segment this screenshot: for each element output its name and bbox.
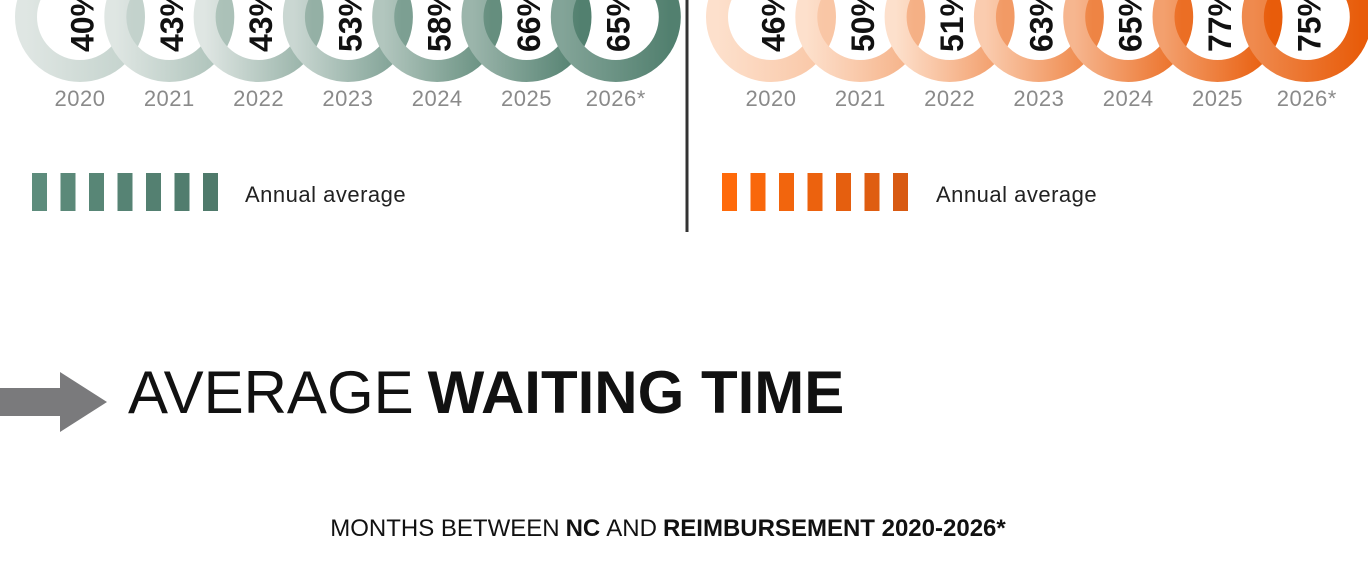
year-label: 2021 <box>144 86 195 111</box>
legend-stripe <box>60 173 76 211</box>
legend-stripe <box>146 173 161 211</box>
year-label: 2020 <box>55 86 106 111</box>
ring-label: 43% <box>154 0 190 52</box>
ring-label: 63% <box>1023 0 1059 52</box>
year-label: 2025 <box>1192 86 1243 111</box>
ring <box>15 0 145 82</box>
ring-label: 66% <box>511 0 547 52</box>
subtitle-part: MONTHS BETWEEN <box>330 515 559 542</box>
ring-label: 53% <box>332 0 368 52</box>
heading: AVERAGE WAITING TIME <box>128 359 844 426</box>
year-label: 2026* <box>586 86 646 111</box>
ring-label: 65% <box>1113 0 1149 52</box>
legend-stripe <box>32 173 47 211</box>
ring-label: 40% <box>64 0 100 52</box>
subtitle-part: NC <box>566 515 601 542</box>
ring <box>973 0 1104 82</box>
year-label: 2022 <box>924 86 975 111</box>
legend-stripe <box>807 173 823 211</box>
ring <box>1152 0 1283 82</box>
legend-stripe <box>750 173 766 211</box>
year-label: 2023 <box>1013 86 1064 111</box>
ring <box>104 0 235 82</box>
ring <box>282 0 413 82</box>
legend-label: Annual average <box>936 182 1097 207</box>
ring-label: 43% <box>243 0 279 52</box>
year-label: 2026* <box>1277 86 1337 111</box>
heading-bold: WAITING TIME <box>428 359 845 426</box>
ring <box>550 0 681 82</box>
year-label: 2022 <box>233 86 284 111</box>
legend-stripe <box>203 173 218 211</box>
ring-label: 51% <box>934 0 970 52</box>
year-label: 2024 <box>412 86 463 111</box>
legend-stripe <box>89 173 104 211</box>
year-label: 2023 <box>322 86 373 111</box>
legend-stripe <box>836 173 851 211</box>
year-label: 2024 <box>1103 86 1154 111</box>
ring <box>461 0 592 82</box>
ring <box>706 0 836 82</box>
subtitle-part: REIMBURSEMENT 2020-2026* <box>663 515 1006 542</box>
ring <box>1063 0 1194 82</box>
year-label: 2025 <box>501 86 552 111</box>
ring-label: 46% <box>755 0 791 52</box>
ring <box>193 0 324 82</box>
ring <box>884 0 1015 82</box>
legend-stripe <box>893 173 908 211</box>
legend-label: Annual average <box>245 182 406 207</box>
year-label: 2020 <box>746 86 797 111</box>
legend-stripe <box>117 173 133 211</box>
ring-label: 75% <box>1291 0 1327 52</box>
legend-stripe <box>779 173 794 211</box>
subtitle-part: AND <box>606 515 657 542</box>
ring-label: 77% <box>1202 0 1238 52</box>
legend-stripe <box>864 173 880 211</box>
legend-stripe <box>722 173 737 211</box>
year-label: 2021 <box>835 86 886 111</box>
legend-stripe <box>174 173 190 211</box>
ring <box>1241 0 1368 82</box>
subtitle: MONTHS BETWEEN NC AND REIMBURSEMENT 2020-20… <box>330 515 1006 542</box>
heading-light: AVERAGE <box>128 359 414 426</box>
ring <box>372 0 503 82</box>
ring-label: 65% <box>600 0 636 52</box>
ring-label: 58% <box>422 0 458 52</box>
ring <box>795 0 926 82</box>
ring-label: 50% <box>845 0 881 52</box>
arrow <box>0 372 107 432</box>
